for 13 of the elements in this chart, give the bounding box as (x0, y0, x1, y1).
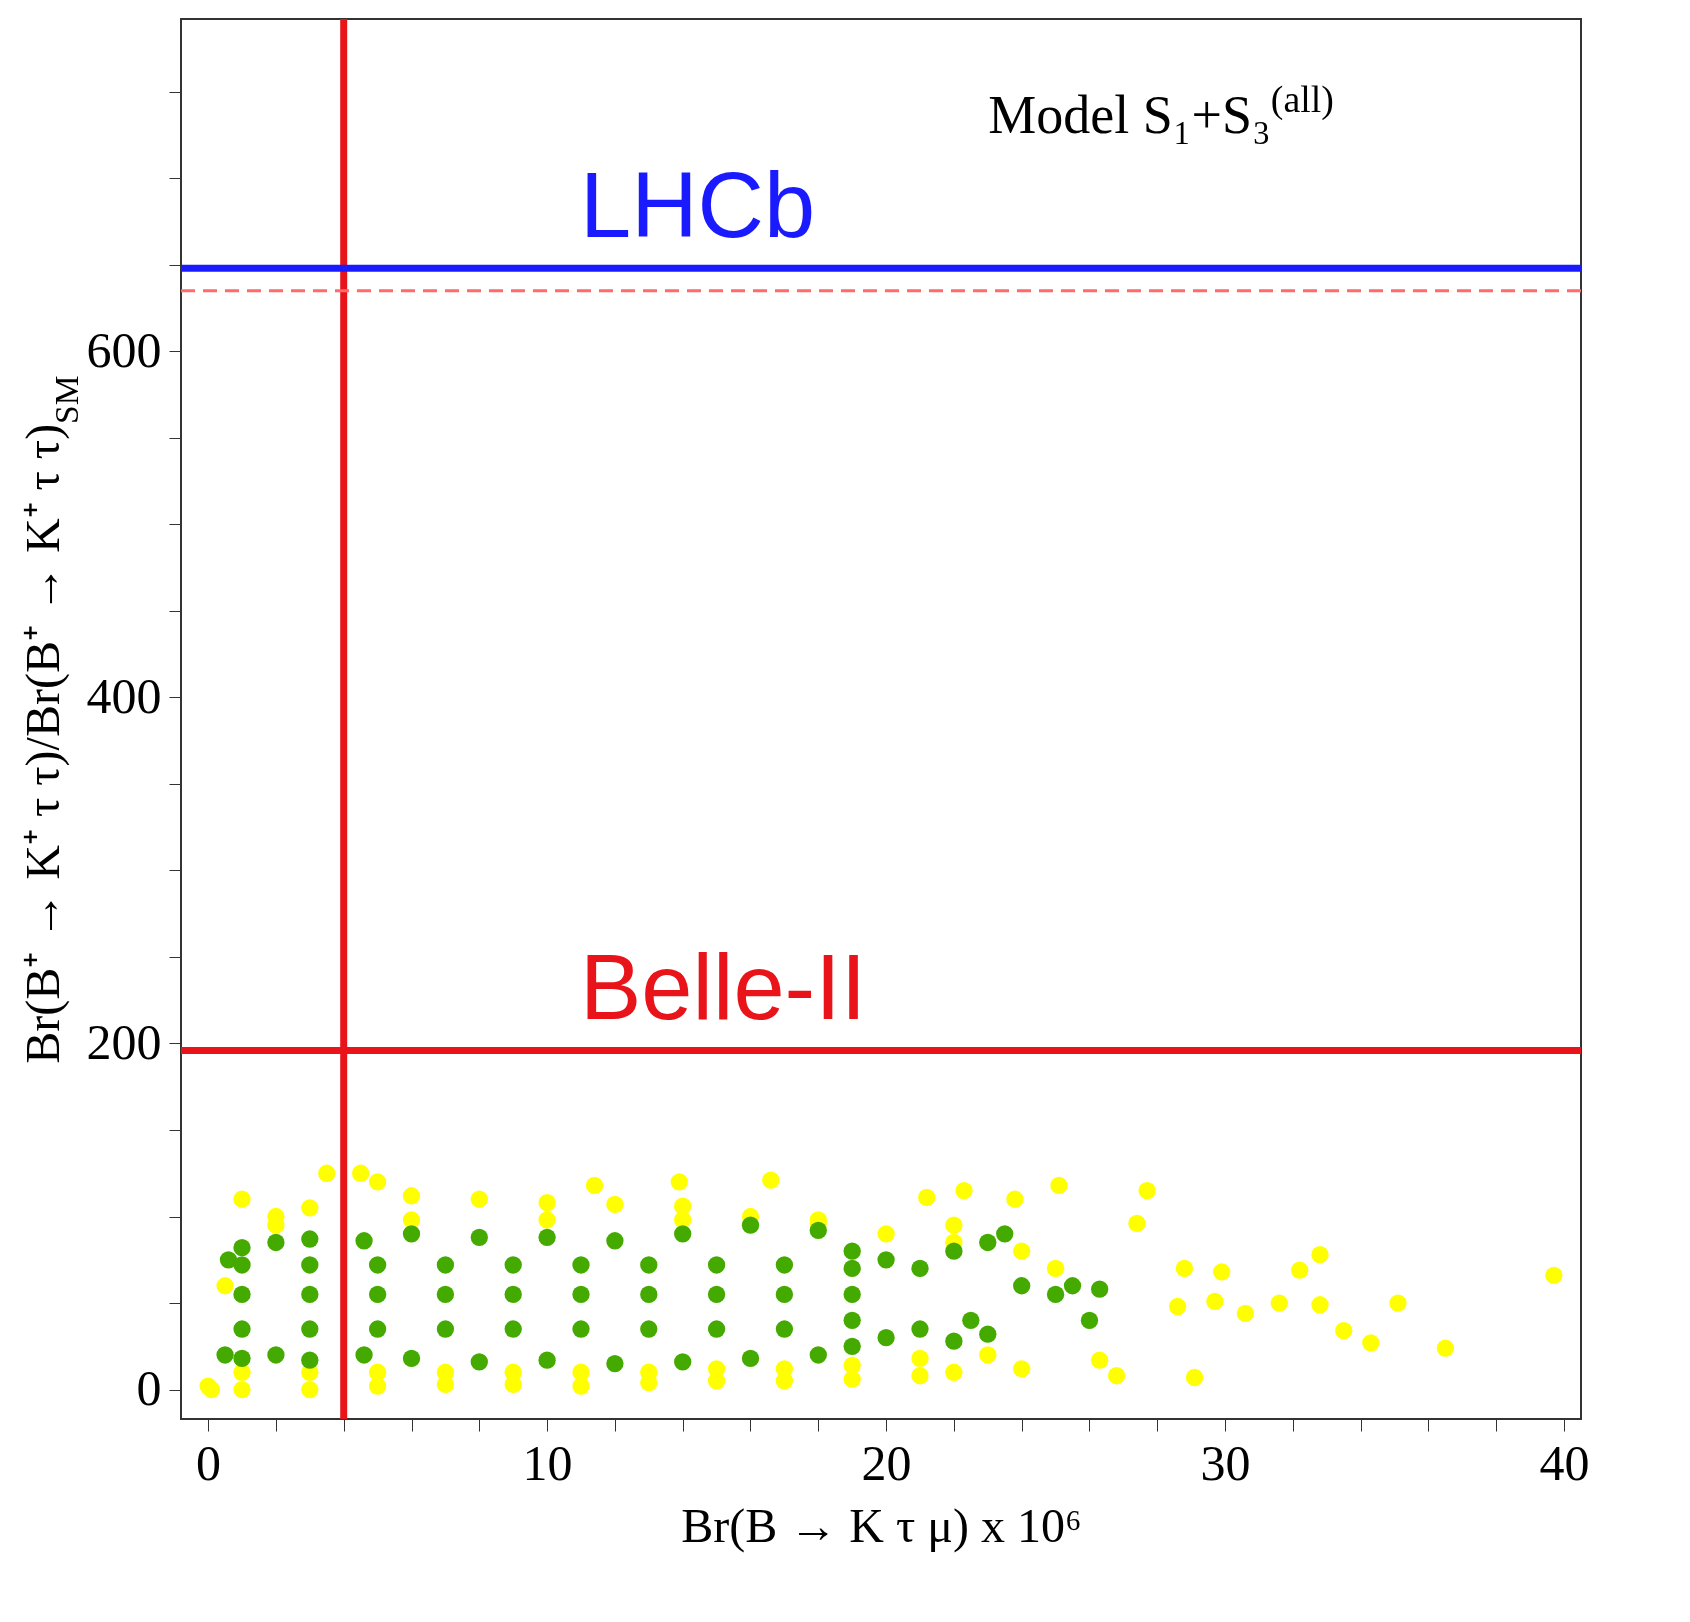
x-tick-label: 40 (1539, 1434, 1590, 1491)
x-tick-label: 10 (522, 1434, 573, 1491)
x-tick-label: 0 (196, 1434, 222, 1491)
ref-line-label: LHCb (580, 154, 816, 257)
y-tick-label: 0 (136, 1360, 162, 1417)
x-axis-title: Br(B → K τ μ) x 10⁶ (681, 1498, 1082, 1553)
y-tick-label: 200 (86, 1013, 162, 1070)
x-tick-label: 20 (861, 1434, 912, 1491)
ref-line-label: Belle-II (580, 936, 867, 1039)
y-tick-label: 400 (86, 667, 162, 724)
x-tick-label: 30 (1200, 1434, 1251, 1491)
y-tick-label: 600 (86, 321, 162, 378)
annotation: Model S₁+S₃$^{(all)}$ (988, 78, 1334, 145)
